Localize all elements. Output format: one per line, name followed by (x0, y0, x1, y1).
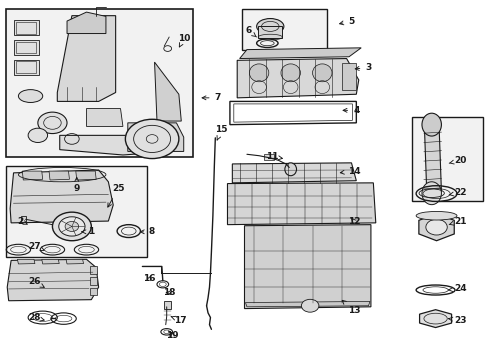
Circle shape (125, 119, 179, 158)
Polygon shape (66, 259, 83, 264)
Polygon shape (227, 183, 375, 225)
Bar (21, 216, 26, 222)
Text: 22: 22 (448, 188, 466, 197)
Circle shape (65, 221, 79, 231)
Text: 2: 2 (18, 217, 27, 226)
Polygon shape (237, 59, 358, 98)
Polygon shape (244, 225, 370, 309)
FancyBboxPatch shape (6, 166, 147, 257)
Text: 8: 8 (140, 227, 155, 236)
Text: 21: 21 (448, 217, 466, 226)
Text: 20: 20 (448, 156, 466, 165)
Polygon shape (41, 259, 59, 264)
Polygon shape (127, 123, 183, 152)
Polygon shape (49, 171, 69, 180)
Circle shape (59, 217, 85, 236)
Text: 9: 9 (73, 177, 80, 193)
Bar (16, 42, 36, 53)
Ellipse shape (256, 18, 284, 34)
Polygon shape (239, 48, 361, 59)
Text: 19: 19 (166, 331, 179, 340)
Text: 16: 16 (143, 274, 156, 283)
Bar (16, 62, 36, 73)
Polygon shape (57, 16, 116, 102)
Text: 15: 15 (215, 126, 227, 140)
Text: 24: 24 (447, 284, 466, 293)
Text: 1: 1 (82, 227, 94, 236)
Bar (14, 60, 39, 75)
FancyBboxPatch shape (411, 117, 482, 202)
Polygon shape (232, 163, 356, 183)
Text: 6: 6 (245, 26, 256, 37)
Text: 3: 3 (354, 63, 371, 72)
Polygon shape (418, 213, 453, 241)
Ellipse shape (312, 64, 331, 82)
Circle shape (425, 219, 447, 235)
Circle shape (38, 112, 67, 134)
Circle shape (52, 212, 91, 241)
Bar (16, 22, 36, 33)
Text: 14: 14 (340, 167, 360, 176)
Text: 7: 7 (202, 93, 221, 102)
Polygon shape (22, 171, 42, 180)
Polygon shape (10, 170, 113, 223)
Bar (341, 63, 356, 90)
Bar (90, 288, 97, 296)
Ellipse shape (281, 64, 300, 82)
Bar (14, 40, 39, 55)
Bar (90, 266, 97, 274)
Bar (90, 277, 97, 285)
Circle shape (28, 128, 47, 143)
FancyBboxPatch shape (6, 9, 193, 157)
Bar (14, 20, 39, 35)
Text: 13: 13 (342, 300, 360, 315)
Ellipse shape (421, 113, 441, 136)
Text: 12: 12 (347, 217, 360, 226)
Polygon shape (60, 135, 147, 155)
Text: 23: 23 (447, 315, 466, 324)
Text: 26: 26 (28, 277, 44, 287)
Ellipse shape (285, 163, 296, 176)
Bar (258, 26, 282, 38)
FancyBboxPatch shape (242, 9, 326, 50)
Ellipse shape (19, 90, 42, 103)
Text: 5: 5 (339, 17, 354, 26)
Text: 17: 17 (171, 315, 186, 324)
Circle shape (301, 299, 318, 312)
Polygon shape (18, 259, 35, 264)
Ellipse shape (249, 64, 268, 82)
Polygon shape (424, 123, 441, 194)
Ellipse shape (415, 211, 456, 220)
Ellipse shape (421, 182, 441, 204)
Text: 28: 28 (28, 313, 44, 322)
Text: 18: 18 (163, 288, 175, 297)
Bar (163, 301, 170, 309)
Polygon shape (154, 62, 181, 121)
Text: 25: 25 (107, 184, 124, 207)
Polygon shape (419, 310, 450, 328)
Text: 27: 27 (28, 242, 44, 251)
Polygon shape (86, 109, 122, 126)
Polygon shape (7, 259, 99, 301)
Polygon shape (245, 301, 369, 307)
Text: 4: 4 (343, 106, 359, 115)
Polygon shape (76, 171, 96, 180)
Bar (264, 154, 273, 160)
Text: 10: 10 (177, 35, 189, 47)
Polygon shape (67, 12, 106, 33)
Text: 11: 11 (265, 152, 282, 161)
